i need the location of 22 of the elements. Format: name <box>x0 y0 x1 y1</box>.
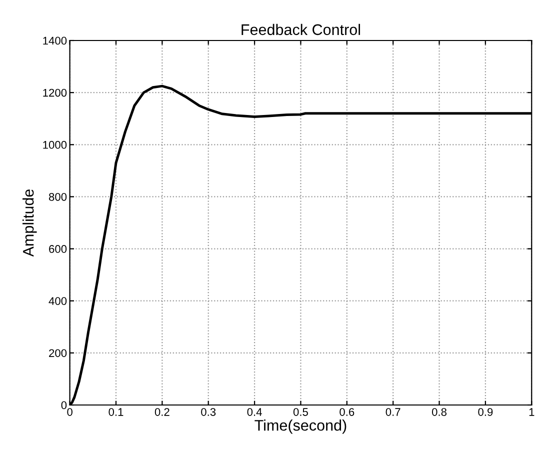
x-tick-label: 0.9 <box>478 408 493 416</box>
y-tick-label: 1400 <box>43 36 67 45</box>
x-tick-label: 0.4 <box>247 408 262 416</box>
x-tick-label: 0.8 <box>432 408 447 416</box>
y-tick-label: 400 <box>48 297 67 305</box>
x-tick-label: 0.7 <box>386 408 400 416</box>
chart-title: Feedback Control <box>242 24 360 36</box>
y-tick-label: 200 <box>49 349 67 358</box>
y-tick-label: 1200 <box>43 88 67 97</box>
x-tick-label: 0.5 <box>293 408 308 416</box>
x-tick-label: 0.2 <box>154 408 170 416</box>
x-tick-label: 0.3 <box>201 408 216 416</box>
y-tick-label: 1000 <box>43 140 67 149</box>
x-axis-title: Time(second) <box>254 420 346 434</box>
x-tick-label: 0.6 <box>340 408 354 416</box>
y-axis-title: Amplitude <box>22 189 37 257</box>
y-tick-label: 600 <box>49 245 67 253</box>
y-tick-label: 0 <box>61 401 67 410</box>
y-tick-label: 800 <box>48 192 67 201</box>
x-tick-label: 0 <box>67 408 72 416</box>
x-tick-label: 1 <box>529 408 534 416</box>
x-tick-label: 0.1 <box>108 408 124 416</box>
